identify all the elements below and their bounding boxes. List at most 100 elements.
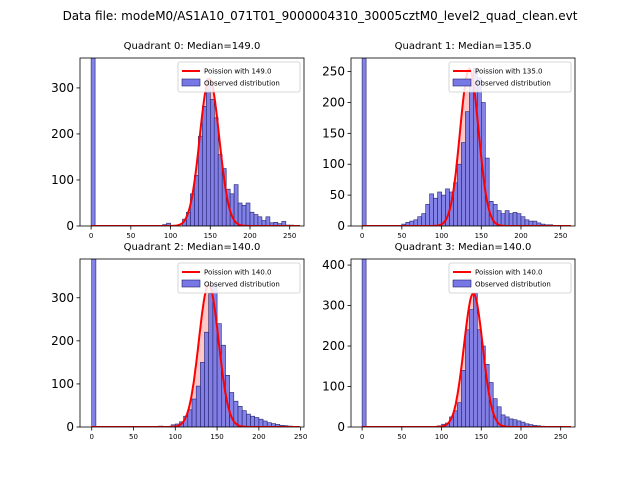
legend-swatch-observed [181,279,201,288]
histogram-bar [469,83,474,226]
histogram-bar [516,213,522,226]
x-tick-label: 150 [204,232,217,240]
histogram-bar [204,331,209,427]
histogram-bar [472,293,478,427]
legend-label-poisson: Poission with 140.0 [204,269,272,277]
y-tick-label: 0 [66,219,74,233]
histogram-bar [213,117,219,226]
x-tick-label: 0 [89,232,93,240]
legend-label-observed: Observed distribution [204,80,280,88]
x-tick-label: 50 [129,433,138,441]
legend-box [177,262,301,294]
histogram-bar [465,111,470,226]
histogram-bar [202,106,207,226]
legend-swatch-observed [452,279,472,288]
histogram-bar [361,259,367,427]
y-tick-label: 200 [322,95,345,109]
histogram-bar [461,142,466,226]
axes-frame [79,57,305,227]
histogram-bar [253,214,259,226]
panel-2: Quadrant 2: Median=140.0 0 100 200 300 0 50 100… [51,242,307,441]
x-tick-label: 150 [210,433,223,441]
x-tick-label: 250 [554,232,567,240]
legend-box [448,61,572,93]
histogram-bar [433,197,438,226]
histogram-bar [245,202,251,226]
histogram-bar [512,419,518,427]
axes-frame [350,57,576,227]
histogram-bar [237,202,243,226]
histogram-bar [504,416,510,427]
plot-area [91,259,300,427]
x-tick-label: 250 [554,433,567,441]
histogram-bar [465,329,470,427]
histogram-bar [429,193,434,226]
y-tick-label: 300 [51,291,74,305]
x-tick-label: 100 [435,433,448,441]
x-tick-label: 250 [294,433,307,441]
y-tick-label: 0 [337,420,345,434]
legend-label-observed: Observed distribution [475,80,551,88]
x-tick-label: 100 [169,433,182,441]
y-tick-label: 100 [51,173,74,187]
histogram-bar [206,78,211,226]
y-tick-label: 200 [51,127,74,141]
poisson-curve [91,77,300,226]
histogram-bar [361,58,367,226]
x-tick-label: 150 [475,433,488,441]
y-tick-label: 100 [322,157,345,171]
histogram-bar [500,213,506,226]
y-tick-label: 200 [51,334,74,348]
histogram-bar [265,216,271,226]
panel-title: Quadrant 3: Median=140.0 [395,242,532,253]
panel-title: Quadrant 0: Median=149.0 [124,41,261,52]
histogram-bar [208,293,214,427]
histogram-bar [504,210,510,226]
histogram-bar [476,329,482,427]
histogram-bar [508,213,514,226]
poisson-curve [362,292,571,427]
x-tick-label: 50 [126,232,135,240]
histogram-bar [421,213,427,226]
y-tick-label: 250 [322,65,345,79]
histogram-bar [249,211,255,226]
x-tick-label: 0 [89,433,93,441]
poisson-fill [91,284,300,427]
y-tick-label: 50 [330,188,345,202]
poisson-curve [91,283,300,427]
histogram-bar [91,259,97,427]
histogram-bar [512,212,518,226]
legend-box [448,262,572,294]
x-tick-label: 250 [283,232,296,240]
histogram-bar [461,369,466,427]
histogram-bar [437,191,442,226]
plot-area [361,259,572,427]
histogram-bar [417,216,423,226]
x-tick-label: 0 [360,232,364,240]
histogram-bar [195,385,201,427]
axes-frame [79,258,305,428]
legend-label-observed: Observed distribution [475,281,551,289]
y-tick-label: 400 [322,258,345,272]
histogram-bar [258,418,264,427]
x-tick-label: 0 [360,433,364,441]
plot-area [361,58,572,226]
panel-title: Quadrant 1: Median=135.0 [395,41,532,52]
figure-title: Data file: modeM0/AS1A10_071T01_90000043… [63,9,578,23]
x-tick-label: 200 [243,232,256,240]
histogram-bar [237,405,243,427]
histogram-bar [257,216,263,226]
y-tick-label: 100 [322,380,345,394]
legend-label-observed: Observed distribution [204,281,280,289]
y-tick-label: 100 [51,377,74,391]
histogram-bar [425,204,431,226]
histogram-bar [250,415,255,427]
histogram-bar [254,417,260,427]
histogram-bar [200,362,205,427]
histogram-bar [508,418,514,427]
histogram-bar [457,163,462,226]
y-tick-label: 300 [51,81,74,95]
histogram-bar [469,309,474,427]
x-tick-label: 150 [475,232,488,240]
